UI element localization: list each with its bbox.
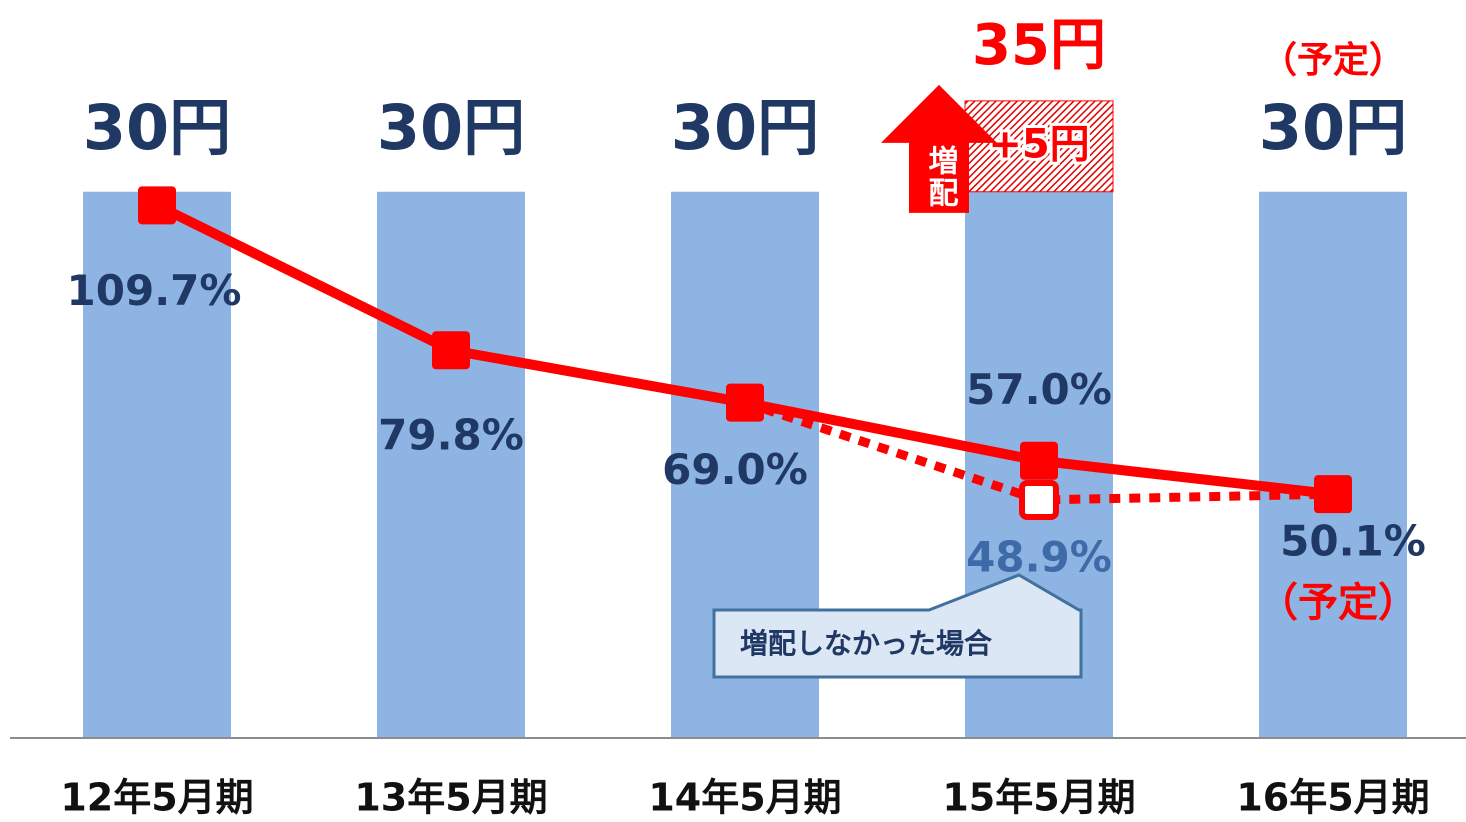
bar-value-label: 30円: [377, 91, 525, 164]
payout-marker: [726, 383, 764, 422]
payout-label: 57.0%: [966, 365, 1112, 414]
payout-label: 50.1%: [1280, 517, 1426, 566]
x-tick-label: 13年5月期: [354, 776, 547, 820]
callout-label: 増配しなかった場合: [740, 627, 993, 660]
x-tick-label: 14年5月期: [648, 776, 841, 820]
payout-marker: [1314, 475, 1352, 514]
payout-marker: [1020, 441, 1058, 480]
payout-marker: [138, 186, 176, 225]
x-tick-label: 15年5月期: [942, 776, 1135, 820]
callout: [712, 573, 1083, 679]
increase-total-label: 35円: [972, 13, 1106, 78]
increase-arrow-label: 増配: [923, 145, 959, 209]
forecast-label: （予定）: [1258, 580, 1418, 626]
hypothetical-label: 48.9%: [966, 532, 1112, 581]
payout-label: 69.0%: [662, 445, 808, 494]
bar-value-label: 30円: [83, 91, 231, 164]
bar: [377, 191, 525, 737]
increase-bar: [964, 100, 1114, 193]
bar-value-label: 30円: [671, 91, 819, 164]
payout-label: 109.7%: [67, 266, 242, 315]
increase-label: +5円: [988, 121, 1089, 167]
forecast-label: （予定）: [1261, 40, 1405, 81]
increase-arrow: [881, 84, 997, 213]
bar-value-label: 30円: [1259, 91, 1407, 164]
x-tick-label: 16年5月期: [1236, 776, 1429, 820]
x-tick-label: 12年5月期: [60, 776, 253, 820]
hypothetical-marker: [1019, 479, 1059, 520]
bar: [83, 191, 231, 737]
bar: [1259, 191, 1407, 737]
payout-marker: [432, 331, 470, 370]
payout-label: 79.8%: [378, 411, 524, 460]
